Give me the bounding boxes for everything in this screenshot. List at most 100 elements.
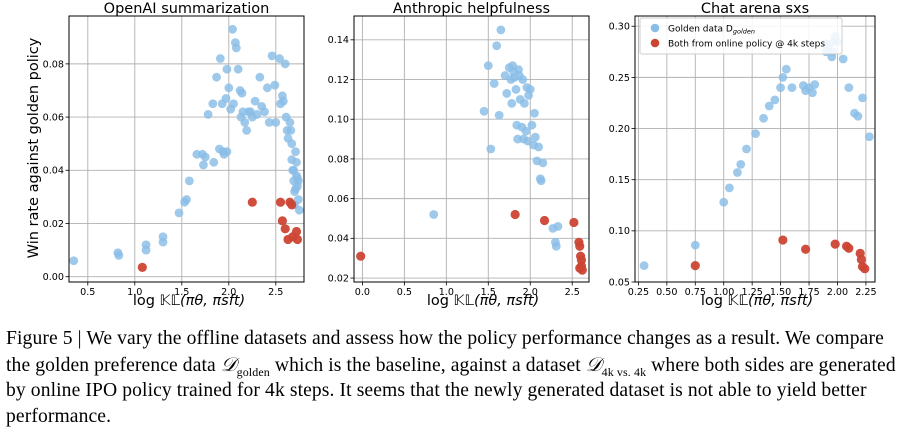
golden-data-point [781, 64, 791, 74]
golden-data-point [280, 59, 290, 69]
golden-data-point [262, 83, 272, 93]
golden-data-point [252, 110, 262, 119]
online-policy-point [801, 244, 811, 254]
online-policy-point [575, 263, 585, 273]
golden-data-point [751, 129, 760, 139]
x-tick-label: 2.5 [268, 287, 283, 298]
y-tick-label: 0.06 [328, 194, 349, 205]
x-tick-label: 1.0 [439, 287, 454, 298]
golden-data-point [736, 159, 746, 169]
golden-data-point [203, 110, 213, 119]
golden-data-point [810, 80, 820, 89]
caption-subscript-golden: golden [236, 364, 270, 379]
golden-data-point [237, 88, 247, 98]
x-axis-label-2: log 𝕂𝕃(πθ, πsft) [427, 293, 539, 309]
golden-data-point [292, 157, 301, 167]
golden-data-point [289, 165, 299, 175]
golden-data-point [260, 107, 269, 117]
golden-data-point [200, 152, 210, 162]
golden-data-point [69, 256, 79, 266]
y-axis-label: Win rate against golden policy [26, 37, 42, 258]
axes-frame [68, 15, 305, 283]
golden-data-point [494, 110, 504, 120]
x-tick-label: 0.0 [355, 287, 370, 298]
golden-data-point [286, 125, 296, 135]
x-tick-label: 1.0 [127, 287, 142, 298]
online-policy-point [830, 239, 840, 249]
online-policy-point [569, 217, 579, 228]
golden-data-point [224, 83, 234, 93]
x-tick-label: 2.00 [827, 287, 848, 298]
golden-data-point [853, 111, 863, 121]
x-axis-label-3: log 𝕂𝕃(πθ, πsft) [701, 293, 813, 309]
golden-data-point [770, 95, 780, 105]
golden-data-point [231, 43, 241, 53]
golden-data-point [496, 25, 506, 35]
golden-data-point [538, 158, 548, 168]
golden-data-point [264, 118, 274, 127]
golden-data-point [250, 96, 260, 106]
golden-data-point [228, 24, 237, 34]
golden-data-point [551, 241, 561, 251]
x-tick-label: 0.75 [685, 287, 706, 298]
y-tick-label: 0.10 [328, 115, 349, 126]
golden-data-point [229, 99, 238, 109]
y-tick-label: 0.30 [609, 22, 630, 33]
caption-text-1: We vary the offline datasets and assess … [6, 328, 884, 376]
online-policy-point [690, 261, 700, 271]
y-tick-label: 0.02 [328, 273, 349, 284]
golden-data-point [778, 72, 788, 82]
golden-data-point [291, 184, 300, 194]
golden-data-point [285, 118, 295, 127]
online-policy-point [280, 224, 290, 234]
y-tick-label: 0.00 [43, 272, 64, 283]
y-tick-label: 0.08 [328, 154, 349, 165]
legend-golden-marker [650, 23, 660, 33]
caption-text-2: which is the baseline, against a dataset [269, 354, 586, 376]
online-policy-point [137, 262, 147, 272]
x-tick-label: 0.5 [397, 287, 412, 298]
online-policy-point [287, 200, 297, 210]
golden-data-point [719, 197, 729, 207]
panel-anthropic-helpfulness: 0.0 0.5 1.0 1.5 2.0 2.5 0.02 0.04 0.06 0.08 0.10 0.… [328, 1, 590, 298]
figure-5: 0.5 1.0 1.5 2.0 2.5 0.00 0.02 0.04 0.06 0.08 OpenA… [26, 1, 877, 309]
y-tick-label: 0.02 [43, 219, 64, 230]
x-tick-label: 1.00 [713, 287, 734, 298]
golden-data-point [483, 61, 493, 71]
golden-data-point [492, 41, 502, 51]
golden-data-point [233, 64, 243, 74]
x-axis-label-1: log 𝕂𝕃(πθ, πsft) [133, 293, 245, 309]
golden-data-point [639, 261, 649, 271]
golden-data-point [114, 251, 124, 260]
y-tick-label: 0.12 [328, 75, 349, 86]
y-tick-label: 0.05 [609, 277, 630, 288]
y-tick-label: 0.08 [43, 59, 64, 70]
legend-online-label: Both from online policy @ 4k steps [668, 40, 825, 50]
golden-data-point [553, 222, 563, 231]
y-tick-label: 0.20 [609, 124, 630, 135]
golden-data-point [293, 195, 303, 204]
golden-data-point [174, 208, 184, 218]
golden-data-point [864, 132, 874, 142]
golden-data-point [270, 80, 280, 90]
golden-data-point [527, 120, 537, 130]
x-tick-label: 1.5 [481, 287, 496, 298]
legend: Golden data Dgolden Both from online pol… [639, 17, 843, 55]
y-tick-label: 0.10 [609, 226, 630, 237]
golden-data-point [184, 176, 194, 186]
online-policy-point [356, 251, 366, 261]
caption-subscript-4k: 4k vs. 4k [601, 364, 647, 379]
x-tick-label: 1.5 [174, 287, 189, 298]
caption-separator: | [72, 328, 87, 349]
legend-golden-label: Golden data Dgolden [668, 25, 755, 36]
golden-data-point [158, 237, 168, 247]
x-tick-label: 2.0 [523, 287, 538, 298]
panel-chat-arena-sxs: 0.25 0.50 0.75 1.00 1.25 1.50 1.75 2.00 2.25 0.05… [609, 1, 877, 298]
golden-data-point [525, 85, 535, 94]
online-policy-point [856, 254, 866, 265]
panel-openai-summarization: 0.5 1.0 1.5 2.0 2.5 0.00 0.02 0.04 0.06 0.08 OpenA… [43, 1, 305, 298]
golden-data-point [255, 72, 265, 82]
golden-data-point [208, 99, 218, 109]
golden-data-point [858, 93, 867, 103]
golden-data-point [278, 96, 288, 106]
